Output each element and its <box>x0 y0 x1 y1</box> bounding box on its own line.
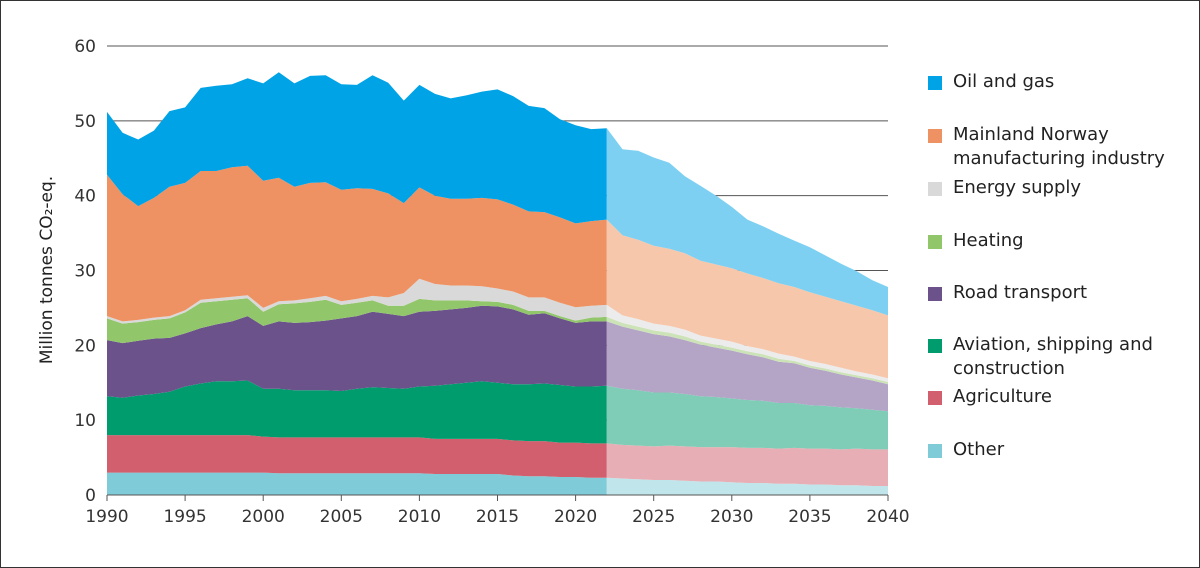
legend-label: Energy supply <box>953 177 1082 198</box>
area-energy-supply-projection <box>606 304 888 382</box>
y-tick-label: 10 <box>74 411 96 431</box>
x-tick-label: 2030 <box>710 507 753 527</box>
legend-label: Road transport <box>953 282 1088 303</box>
x-tick-label: 2025 <box>632 507 675 527</box>
legend-swatch <box>928 339 942 353</box>
y-tick-label: 30 <box>74 262 96 282</box>
legend-label: Oil and gas <box>953 71 1055 92</box>
area-other-projection <box>606 477 888 495</box>
area-aviation-shipping-and-construction-history <box>107 380 607 444</box>
area-energy-supply-history <box>107 278 607 324</box>
areas <box>107 72 888 495</box>
y-tick-label: 0 <box>85 486 96 506</box>
y-tick-label: 60 <box>74 37 96 57</box>
area-other-history <box>107 472 607 495</box>
area-road-transport-history <box>107 305 607 398</box>
area-agriculture-projection <box>606 443 888 486</box>
legend-item: Aviation, shipping and construction <box>928 333 1173 381</box>
y-tick-label: 50 <box>74 112 96 132</box>
legend-swatch <box>928 235 942 249</box>
x-tick-label: 2015 <box>476 507 519 527</box>
y-tick-label: 40 <box>74 187 96 207</box>
y-axis-label: Million tonnes CO₂-eq. <box>37 176 57 364</box>
legend-item: Energy supply <box>928 176 1081 200</box>
legend-item: Oil and gas <box>928 70 1054 94</box>
legend-swatch <box>928 444 942 458</box>
x-tick-label: 2040 <box>866 507 909 527</box>
x-tick-label: 2000 <box>242 507 285 527</box>
legend-swatch <box>928 287 942 301</box>
legend-label: Heating <box>953 230 1024 251</box>
area-road-transport-projection <box>606 321 888 412</box>
legend-item: Agriculture <box>928 385 1052 409</box>
legend-swatch <box>928 391 942 405</box>
legend-label: Agriculture <box>953 386 1052 407</box>
area-heating-history <box>107 298 607 344</box>
area-oil-and-gas-history <box>107 72 607 224</box>
y-tick-label: 20 <box>74 336 96 356</box>
legend-label: Mainland Norway manufacturing industry <box>953 124 1165 169</box>
legend-swatch <box>928 129 942 143</box>
area-mainland-norway-manufacturing-industry-history <box>107 165 607 322</box>
legend-item: Road transport <box>928 281 1087 305</box>
legend-item: Heating <box>928 229 1024 253</box>
area-agriculture-history <box>107 435 607 478</box>
legend-item: Mainland Norway manufacturing industry <box>928 123 1193 171</box>
x-tick-label: 2020 <box>554 507 597 527</box>
legend-item: Other <box>928 438 1004 462</box>
x-tick-label: 1990 <box>85 507 128 527</box>
x-tick-label: 2005 <box>320 507 363 527</box>
legend-label: Aviation, shipping and construction <box>953 334 1153 379</box>
area-heating-projection <box>606 316 888 385</box>
legend-swatch <box>928 182 942 196</box>
area-oil-and-gas-projection <box>606 128 888 316</box>
legend-swatch <box>928 76 942 90</box>
legend-label: Other <box>953 439 1005 460</box>
x-tick-label: 2035 <box>788 507 831 527</box>
area-aviation-shipping-and-construction-projection <box>606 385 888 450</box>
x-tick-label: 2010 <box>398 507 441 527</box>
x-tick-label: 1995 <box>163 507 206 527</box>
area-mainland-norway-manufacturing-industry-projection <box>606 219 888 379</box>
